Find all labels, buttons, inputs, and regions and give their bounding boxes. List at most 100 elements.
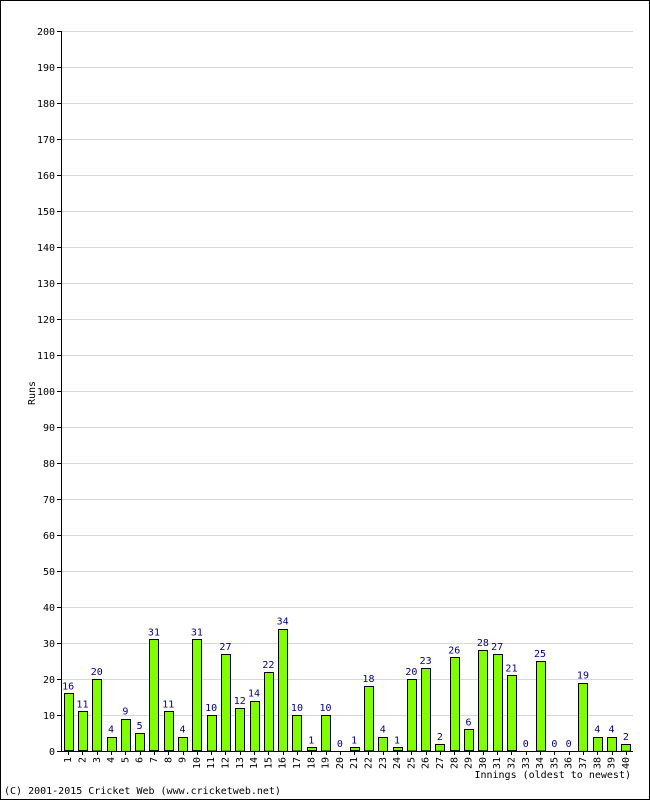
bar-innings-9 — [178, 737, 188, 752]
data-label-35: 0 — [551, 739, 557, 750]
y-tick-label-70: 70 — [43, 495, 55, 506]
y-tick-label-20: 20 — [43, 675, 55, 686]
x-tick-label-19: 19 — [321, 757, 332, 769]
y-tick-label-190: 190 — [37, 63, 55, 74]
bar-innings-31 — [493, 654, 503, 752]
bar-innings-14 — [250, 701, 260, 752]
bar-innings-5 — [121, 719, 131, 752]
bar-innings-22 — [364, 686, 374, 752]
bar-innings-3 — [92, 679, 102, 752]
x-tick-label-33: 33 — [521, 757, 532, 769]
data-label-26: 23 — [420, 656, 432, 667]
x-tick-label-36: 36 — [564, 757, 575, 769]
y-tick-label-130: 130 — [37, 279, 55, 290]
bar-innings-4 — [107, 737, 117, 752]
bar-innings-26 — [421, 668, 431, 752]
bar-innings-18 — [307, 747, 317, 752]
data-label-2: 11 — [76, 699, 88, 710]
data-label-38: 4 — [594, 725, 600, 736]
bar-innings-21 — [350, 747, 360, 752]
x-tick-label-24: 24 — [392, 757, 403, 769]
bar-innings-38 — [593, 737, 603, 752]
data-label-27: 2 — [437, 732, 443, 743]
x-tick-label-21: 21 — [349, 757, 360, 769]
x-tick-label-27: 27 — [435, 757, 446, 769]
data-label-30: 28 — [477, 638, 489, 649]
x-tick-label-14: 14 — [249, 757, 260, 769]
x-tick-label-35: 35 — [549, 757, 560, 769]
data-label-18: 1 — [308, 735, 314, 746]
bar-innings-29 — [464, 729, 474, 752]
bar-innings-13 — [235, 708, 245, 752]
x-tick-labels: 1 2 3 4 5 6 7 8 9 10 11 12 13 14 15 16 17 18 19 20 21 22 23 24 2… — [63, 757, 632, 769]
x-tick-label-8: 8 — [163, 757, 174, 763]
bars — [64, 629, 631, 752]
y-tick-label-200: 200 — [37, 27, 55, 38]
x-tick-label-12: 12 — [220, 757, 231, 769]
x-tick-label-7: 7 — [149, 757, 160, 763]
data-label-3: 20 — [91, 667, 103, 678]
x-tick-label-18: 18 — [306, 757, 317, 769]
x-axis-title: Innings (oldest to newest) — [474, 770, 631, 781]
bar-innings-8 — [164, 711, 174, 752]
y-tick-label-50: 50 — [43, 567, 55, 578]
y-tick-label-160: 160 — [37, 171, 55, 182]
y-tick-label-120: 120 — [37, 315, 55, 326]
y-tick-label-30: 30 — [43, 639, 55, 650]
data-label-1: 16 — [62, 681, 74, 692]
x-tick-label-34: 34 — [535, 757, 546, 769]
bar-innings-2 — [78, 711, 88, 752]
x-tick-label-16: 16 — [278, 757, 289, 769]
bar-innings-10 — [192, 639, 202, 752]
x-tick-label-32: 32 — [506, 757, 517, 769]
bar-innings-19 — [321, 715, 331, 752]
x-tick-label-23: 23 — [378, 757, 389, 769]
x-tick-label-37: 37 — [578, 757, 589, 769]
bar-innings-1 — [64, 693, 74, 752]
x-tick-label-9: 9 — [178, 757, 189, 763]
y-tick-label-90: 90 — [43, 423, 55, 434]
x-tick-label-20: 20 — [335, 757, 346, 769]
data-label-28: 26 — [448, 645, 460, 656]
x-tick-label-5: 5 — [120, 757, 131, 763]
x-tick-label-15: 15 — [263, 757, 274, 769]
data-label-36: 0 — [566, 739, 572, 750]
x-tick-label-17: 17 — [292, 757, 303, 769]
y-tick-label-170: 170 — [37, 135, 55, 146]
data-label-8: 11 — [162, 699, 174, 710]
bar-innings-34 — [536, 661, 546, 752]
bar-innings-24 — [393, 747, 403, 752]
data-label-7: 31 — [148, 627, 160, 638]
x-tick-label-3: 3 — [92, 757, 103, 763]
bar-innings-7 — [149, 639, 159, 752]
data-label-16: 34 — [277, 617, 289, 628]
x-tick-label-31: 31 — [492, 757, 503, 769]
bar-innings-27 — [435, 744, 445, 752]
data-label-6: 5 — [137, 721, 143, 732]
bar-innings-40 — [621, 744, 631, 752]
data-label-23: 4 — [380, 725, 386, 736]
data-label-5: 9 — [122, 707, 128, 718]
x-tick-label-6: 6 — [135, 757, 146, 763]
bar-innings-11 — [207, 715, 217, 752]
x-tick-label-29: 29 — [464, 757, 475, 769]
data-label-24: 1 — [394, 735, 400, 746]
bar-innings-37 — [578, 683, 588, 752]
bar-innings-39 — [607, 737, 617, 752]
x-tick-label-39: 39 — [607, 757, 618, 769]
data-label-10: 31 — [191, 627, 203, 638]
data-label-22: 18 — [362, 674, 374, 685]
data-label-34: 25 — [534, 649, 546, 660]
data-label-11: 10 — [205, 703, 217, 714]
data-label-40: 2 — [623, 732, 629, 743]
data-label-19: 10 — [320, 703, 332, 714]
bar-innings-32 — [507, 675, 517, 752]
bar-innings-30 — [478, 650, 488, 752]
data-label-37: 19 — [577, 671, 589, 682]
bar-innings-25 — [407, 679, 417, 752]
x-tick-label-28: 28 — [449, 757, 460, 769]
copyright-footer: (C) 2001-2015 Cricket Web (www.cricketwe… — [4, 786, 281, 797]
